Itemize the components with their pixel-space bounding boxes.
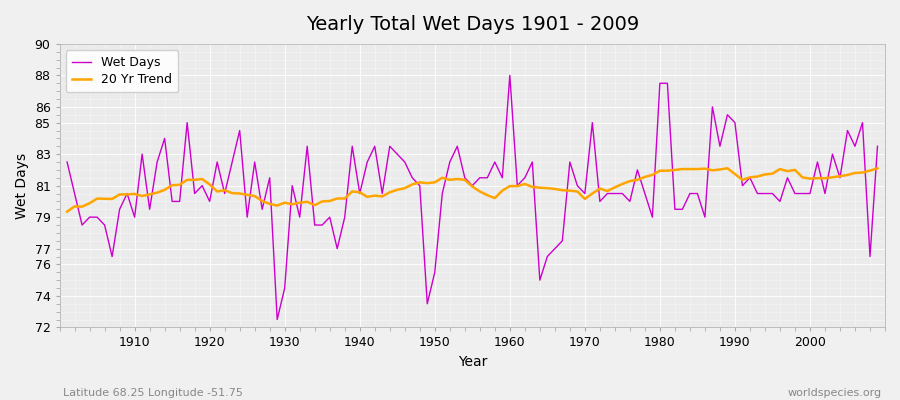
Text: worldspecies.org: worldspecies.org xyxy=(788,388,882,398)
Wet Days xyxy=(504,73,515,78)
20 Yr Trend xyxy=(722,166,733,171)
Wet Days xyxy=(62,160,73,164)
Wet Days xyxy=(122,191,132,196)
20 Yr Trend xyxy=(287,202,298,207)
Text: Latitude 68.25 Longitude -51.75: Latitude 68.25 Longitude -51.75 xyxy=(63,388,243,398)
20 Yr Trend xyxy=(122,192,132,197)
Y-axis label: Wet Days: Wet Days xyxy=(15,152,29,219)
20 Yr Trend xyxy=(872,166,883,171)
Wet Days xyxy=(339,215,350,220)
Wet Days xyxy=(294,215,305,220)
Wet Days xyxy=(519,175,530,180)
Wet Days xyxy=(609,191,620,196)
20 Yr Trend xyxy=(62,209,73,214)
20 Yr Trend xyxy=(595,186,606,191)
Wet Days xyxy=(512,183,523,188)
Line: 20 Yr Trend: 20 Yr Trend xyxy=(68,168,878,212)
Line: Wet Days: Wet Days xyxy=(68,75,878,320)
Wet Days xyxy=(872,144,883,149)
Title: Yearly Total Wet Days 1901 - 2009: Yearly Total Wet Days 1901 - 2009 xyxy=(306,15,639,34)
20 Yr Trend xyxy=(332,196,343,201)
X-axis label: Year: Year xyxy=(457,355,487,369)
Wet Days xyxy=(272,317,283,322)
20 Yr Trend xyxy=(497,188,508,193)
Legend: Wet Days, 20 Yr Trend: Wet Days, 20 Yr Trend xyxy=(66,50,178,92)
20 Yr Trend xyxy=(504,184,515,188)
